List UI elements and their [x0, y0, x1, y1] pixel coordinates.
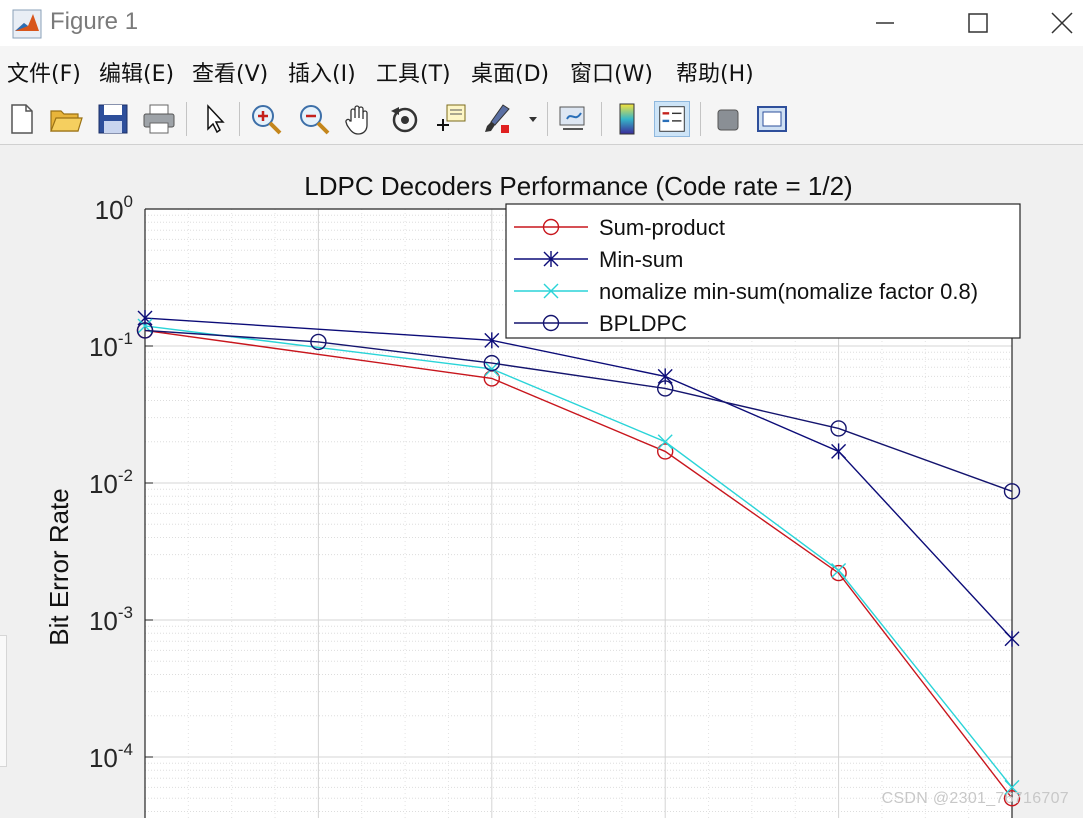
side-panel-edge	[0, 635, 7, 767]
print-icon[interactable]	[141, 101, 177, 137]
y-tick-label: 10-2	[89, 466, 133, 499]
toolbar-separator	[239, 102, 240, 136]
data-point	[657, 368, 673, 385]
data-point	[1003, 483, 1021, 500]
data-point	[1003, 790, 1021, 807]
data-point	[483, 354, 500, 372]
menu-view[interactable]: 查看(V)	[192, 62, 269, 87]
data-point	[1004, 779, 1020, 795]
figure-area: 100 10-1 10-2 10-3 10-4 LDPC Decoders Perform…	[0, 145, 1083, 818]
series-1	[136, 322, 1021, 807]
toolbar-separator	[186, 102, 187, 136]
brush-icon[interactable]	[479, 101, 515, 137]
menu-help[interactable]: 帮助(H)	[676, 62, 754, 87]
toolbar-separator	[700, 102, 701, 136]
maximize-button[interactable]	[955, 6, 1001, 40]
toolbar-separator	[601, 102, 602, 136]
show-plot-tools-icon[interactable]	[754, 101, 790, 137]
menu-window[interactable]: 窗口(W)	[570, 62, 653, 87]
data-point	[310, 333, 327, 351]
brush-dropdown-icon[interactable]	[524, 101, 542, 137]
y-axis-label: Bit Error Rate	[44, 488, 74, 646]
data-point	[1004, 630, 1020, 647]
legend-label: BPLDPC	[599, 311, 687, 336]
hide-plot-tools-icon[interactable]	[710, 101, 746, 137]
data-point	[830, 420, 847, 437]
legend-label: Sum-product	[599, 215, 725, 240]
legend-label: Min-sum	[599, 247, 683, 272]
data-point	[136, 322, 154, 339]
menu-bar: 文件(F) 编辑(E) 查看(V) 插入(I) 工具(T) 桌面(D) 窗口(W…	[0, 46, 1083, 94]
y-tick-label: 10-3	[89, 603, 133, 636]
marker-stroke	[543, 283, 559, 299]
toolbar-separator	[547, 102, 548, 136]
matlab-icon	[12, 9, 42, 39]
marker-stroke	[1004, 779, 1020, 795]
series-2	[137, 310, 1020, 647]
y-tick-label: 100	[95, 192, 133, 225]
marker-stroke	[137, 318, 153, 334]
menu-file[interactable]: 文件(F)	[7, 62, 81, 87]
data-point	[830, 564, 847, 582]
data-cursor-icon[interactable]	[433, 101, 469, 137]
legend-marker	[542, 314, 560, 332]
data-point	[657, 380, 674, 397]
menu-desktop[interactable]: 桌面(D)	[471, 62, 550, 87]
marker-stroke	[831, 562, 847, 578]
legend-icon[interactable]	[654, 101, 690, 137]
legend-label: nomalize min-sum(nomalize factor 0.8)	[599, 279, 978, 304]
pan-icon[interactable]	[341, 101, 377, 137]
menu-insert[interactable]: 插入(I)	[288, 62, 356, 87]
title-bar: Figure 1	[0, 0, 1083, 46]
close-button[interactable]	[1040, 6, 1080, 40]
legend-box	[505, 203, 1021, 339]
zoom-out-icon[interactable]	[296, 101, 332, 137]
marker-stroke	[657, 434, 673, 450]
data-point	[831, 562, 847, 578]
link-plot-icon[interactable]	[555, 101, 591, 137]
new-figure-icon[interactable]	[4, 101, 40, 137]
chart-title: LDPC Decoders Performance (Code rate = 1…	[304, 171, 852, 201]
toolbar	[0, 94, 1083, 145]
save-icon[interactable]	[95, 101, 131, 137]
data-point	[657, 443, 674, 460]
data-point	[484, 332, 500, 349]
series-3	[137, 318, 1020, 795]
menu-tools[interactable]: 工具(T)	[376, 62, 451, 87]
pointer-icon[interactable]	[197, 101, 233, 137]
legend-marker	[543, 283, 559, 299]
legend-marker	[542, 218, 560, 236]
menu-edit[interactable]: 编辑(E)	[99, 62, 175, 87]
rotate-3d-icon[interactable]	[387, 101, 423, 137]
y-tick-label: 10-1	[89, 329, 133, 362]
open-file-icon[interactable]	[48, 101, 84, 137]
zoom-in-icon[interactable]	[248, 101, 284, 137]
watermark: CSDN @2301_76716707	[881, 790, 1069, 807]
data-point	[657, 434, 673, 450]
minimize-button[interactable]	[862, 6, 908, 40]
series-line	[144, 329, 1013, 799]
series-4	[136, 322, 1021, 500]
colorbar-icon[interactable]	[610, 101, 646, 137]
legend-marker	[543, 251, 559, 267]
data-point	[831, 443, 847, 460]
window-title: Figure 1	[50, 8, 139, 35]
legend: Sum-product Min-sum nomalize min-sum(nomal…	[505, 203, 1021, 339]
ber-chart: 100 10-1 10-2 10-3 10-4 LDPC Decoders Perform…	[44, 171, 1021, 818]
series-line	[144, 329, 1013, 492]
y-tick-label: 10-4	[89, 740, 133, 773]
